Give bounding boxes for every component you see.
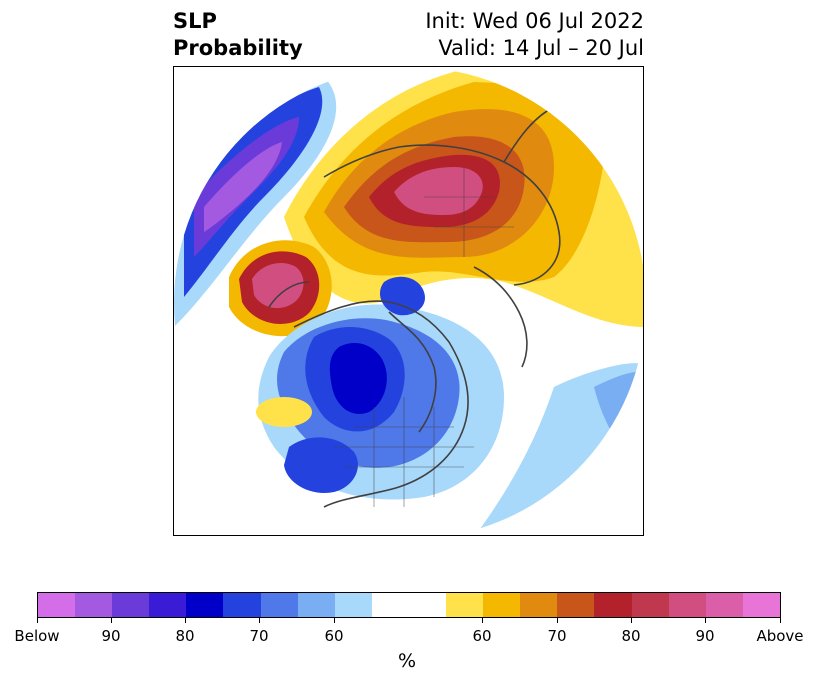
colorbar-tick: [37, 618, 38, 623]
colorbar-tick-label: 70: [249, 627, 269, 645]
colorbar-tick: [259, 618, 260, 623]
colorbar-tick: [334, 618, 335, 623]
map-dates: Init: Wed 06 Jul 2022 Valid: 14 Jul – 20…: [425, 8, 644, 62]
colorbar-tick: [111, 618, 112, 623]
colorbar-tick-label: 90: [695, 627, 715, 645]
borders: [334, 167, 514, 507]
probability-field: [174, 67, 643, 535]
colorbar-swatch: [297, 593, 335, 617]
title-product: Probability: [173, 36, 303, 60]
colorbar-tick: [705, 618, 706, 623]
colorbar-swatch: [557, 593, 595, 617]
colorbar-swatch: [742, 593, 780, 617]
colorbar-swatch: [112, 593, 150, 617]
valid-range: Valid: 14 Jul – 20 Jul: [438, 36, 644, 60]
colorbar-swatch: [186, 593, 224, 617]
colorbar-tick-label: 60: [324, 627, 344, 645]
colorbar: [37, 592, 781, 618]
init-date: Init: Wed 06 Jul 2022: [425, 9, 644, 33]
colorbar-swatch: [594, 593, 632, 617]
colorbar-tick-label: 70: [547, 627, 567, 645]
colorbar-swatch: [75, 593, 113, 617]
colorbar-swatch: [668, 593, 706, 617]
colorbar-swatch: [631, 593, 669, 617]
title-variable: SLP: [173, 9, 217, 33]
colorbar-unit-label: %: [398, 650, 417, 672]
map-title: SLP Probability: [173, 8, 303, 62]
colorbar-swatch: [705, 593, 743, 617]
colorbar-swatch: [520, 593, 558, 617]
colorbar-tick-label: 80: [175, 627, 195, 645]
colorbar-swatch: [483, 593, 521, 617]
colorbar-swatch: [446, 593, 484, 617]
colorbar-swatch: [149, 593, 187, 617]
colorbar-tick-label: 80: [621, 627, 641, 645]
colorbar-tick-label: Above: [756, 627, 804, 645]
colorbar-tick: [631, 618, 632, 623]
colorbar-tick-label: 60: [472, 627, 492, 645]
colorbar-tick-label: Below: [14, 627, 60, 645]
colorbar-tick: [780, 618, 781, 623]
colorbar-swatch: [38, 593, 76, 617]
colorbar-swatch: [223, 593, 261, 617]
colorbar-swatch-neutral: [371, 593, 447, 617]
colorbar-tick: [185, 618, 186, 623]
colorbar-swatch: [260, 593, 298, 617]
colorbar-tick-label: 90: [101, 627, 121, 645]
colorbar-tick: [482, 618, 483, 623]
colorbar-tick: [557, 618, 558, 623]
colorbar-swatch: [334, 593, 372, 617]
polar-map: [173, 66, 644, 536]
